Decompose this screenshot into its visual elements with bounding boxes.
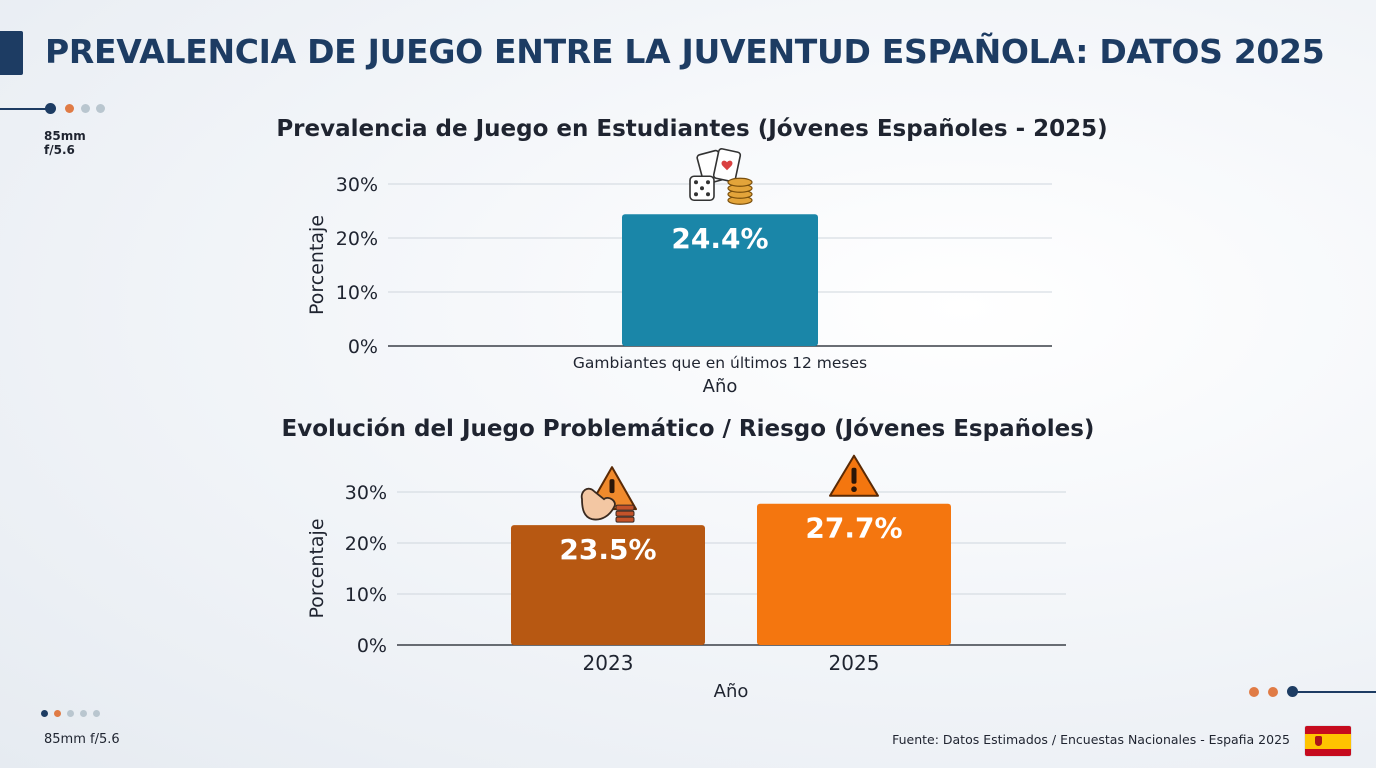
y-tick-label: 20%: [336, 228, 378, 250]
x-tick-label: 2025: [829, 651, 880, 675]
die-pip: [700, 186, 704, 191]
chip-shape: [615, 516, 635, 523]
y-tick-label: 20%: [345, 533, 387, 555]
source-note: Fuente: Datos Estimados / Encuestas Naci…: [892, 732, 1290, 747]
decor-dot: [45, 103, 56, 114]
die-pip: [706, 180, 710, 185]
y-tick-label: 10%: [336, 282, 378, 304]
decor-dot: [65, 104, 74, 113]
y-tick-label: 30%: [336, 174, 378, 196]
camera-focal: 85mm: [44, 129, 86, 143]
page-title: PREVALENCIA DE JUEGO ENTRE LA JUVENTUD E…: [45, 32, 1325, 71]
coin-shape: [727, 177, 753, 187]
hand-shape: [580, 487, 616, 521]
decor-line-bottom: [1296, 691, 1376, 693]
x-tick-label: 2023: [583, 651, 634, 675]
chart-title: Evolución del Juego Problemático / Riesg…: [282, 416, 1095, 442]
dice-cards-coins-icon: [689, 148, 753, 205]
title-accent-bar: [0, 31, 23, 75]
decor-dot: [96, 104, 105, 113]
decor-dot: [1268, 687, 1278, 697]
decor-dot: [80, 710, 87, 717]
decor-dot: [1287, 686, 1298, 697]
y-axis-label: Porcentaje: [306, 518, 328, 618]
y-axis-label: Porcentaje: [306, 215, 328, 315]
y-tick-label: 10%: [345, 584, 387, 606]
decor-dot: [81, 104, 90, 113]
chart-prevalence: Prevalencia de Juego en Estudiantes (Jóv…: [276, 116, 1107, 397]
spain-flag-icon: [1305, 726, 1351, 756]
die-pip: [694, 192, 698, 197]
heart-shape: [721, 160, 733, 171]
data-label: 23.5%: [559, 533, 656, 566]
decor-dot: [1249, 687, 1259, 697]
bar: [622, 214, 818, 346]
warning-hand-icon: [580, 466, 637, 523]
chip-shape: [615, 510, 635, 517]
decor-line-top: [0, 108, 48, 110]
data-label: 27.7%: [805, 512, 902, 545]
warning-mark: [851, 467, 857, 484]
y-tick-label: 30%: [345, 482, 387, 504]
warning-dot: [851, 486, 857, 493]
data-label: 24.4%: [671, 222, 768, 255]
decor-dot: [54, 710, 61, 717]
camera-aperture: f/5.6: [44, 143, 75, 157]
bar: [511, 525, 705, 645]
x-tick-label: Gambiantes que en últimos 12 meses: [573, 354, 867, 372]
decor-dot: [41, 710, 48, 717]
camera-info-bottom: 85mm f/5.6: [44, 732, 120, 747]
x-axis-label: Año: [714, 681, 749, 702]
chart-evolution: Evolución del Juego Problemático / Riesg…: [282, 416, 1095, 702]
bar: [757, 503, 951, 645]
y-tick-label: 0%: [348, 336, 378, 358]
decor-dot: [67, 710, 74, 717]
chart-title: Prevalencia de Juego en Estudiantes (Jóv…: [276, 116, 1107, 142]
warning-icon: [829, 454, 879, 497]
decor-dot: [93, 710, 100, 717]
y-tick-label: 0%: [357, 635, 387, 657]
die-pip: [694, 180, 698, 185]
camera-info: 85mm f/5.6: [44, 129, 86, 157]
chip-shape: [615, 504, 635, 511]
die-pip: [706, 192, 710, 197]
warning-mark: [609, 479, 615, 494]
x-axis-label: Año: [703, 376, 738, 397]
